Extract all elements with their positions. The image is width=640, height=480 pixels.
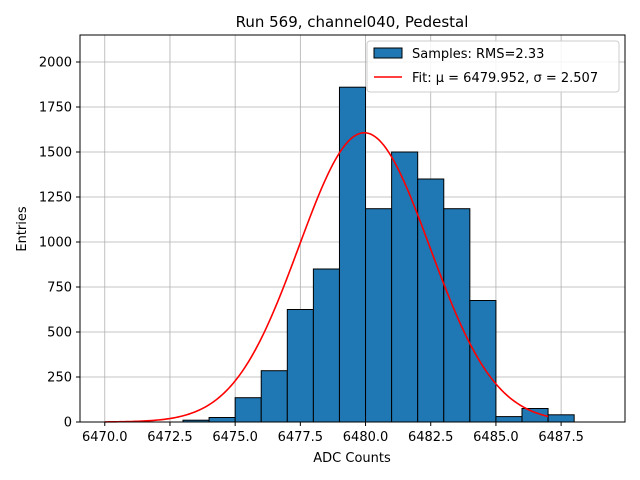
x-tick-label: 6477.5 <box>278 430 324 445</box>
plot-area: 6470.0 6472.5 6475.0 6477.5 6480.0 6482.5 6485… <box>39 34 626 445</box>
histogram-bar <box>391 151 419 423</box>
x-tick-label: 6475.0 <box>212 430 258 445</box>
y-tick-label: 1500 <box>39 146 72 161</box>
x-tick-label: 6487.5 <box>538 430 584 445</box>
histogram-bar <box>260 370 288 423</box>
legend-label-samples: Samples: RMS=2.33 <box>412 47 544 62</box>
y-tick-label: 750 <box>47 281 72 296</box>
legend-label-fit: Fit: μ = 6479.952, σ = 2.507 <box>412 71 598 86</box>
histogram-bar <box>417 178 445 423</box>
legend: Samples: RMS=2.33 Fit: μ = 6479.952, σ =… <box>366 40 620 93</box>
y-tick-label: 2000 <box>39 56 72 71</box>
histogram-bar <box>286 309 314 423</box>
histogram-bar <box>365 208 393 423</box>
legend-box <box>366 40 620 93</box>
y-axis-ticks: 0 250 500 750 1000 1250 1500 1750 2000 <box>39 56 80 431</box>
histogram-bar <box>338 86 367 423</box>
x-tick-label: 6485.0 <box>473 430 519 445</box>
y-tick-label: 1750 <box>39 101 72 116</box>
y-tick-label: 500 <box>47 326 72 341</box>
y-tick-label: 1000 <box>39 236 72 251</box>
histogram-bar <box>469 300 497 423</box>
histogram-bar <box>547 414 575 423</box>
histogram-bars <box>182 86 575 423</box>
histogram-bar <box>234 397 262 423</box>
x-tick-label: 6472.5 <box>147 430 193 445</box>
y-tick-label: 250 <box>47 371 72 386</box>
x-axis-ticks: 6470.0 6472.5 6475.0 6477.5 6480.0 6482.5 6485… <box>82 422 584 445</box>
x-axis-label: ADC Counts <box>313 451 391 466</box>
x-tick-label: 6470.0 <box>82 430 128 445</box>
fit-curve <box>104 131 549 423</box>
legend-swatch-samples <box>373 47 403 59</box>
x-tick-label: 6482.5 <box>408 430 454 445</box>
histogram-bar <box>495 416 523 423</box>
y-tick-label: 1250 <box>39 191 72 206</box>
histogram-bar <box>208 417 236 423</box>
y-tick-label: 0 <box>64 416 72 431</box>
axes-frame <box>79 34 626 423</box>
histogram-bar <box>312 268 340 423</box>
histogram-bar <box>443 208 471 423</box>
chart-title: Run 569, channel040, Pedestal <box>236 13 469 31</box>
y-axis-label: Entries <box>15 206 30 252</box>
x-tick-label: 6480.0 <box>343 430 389 445</box>
